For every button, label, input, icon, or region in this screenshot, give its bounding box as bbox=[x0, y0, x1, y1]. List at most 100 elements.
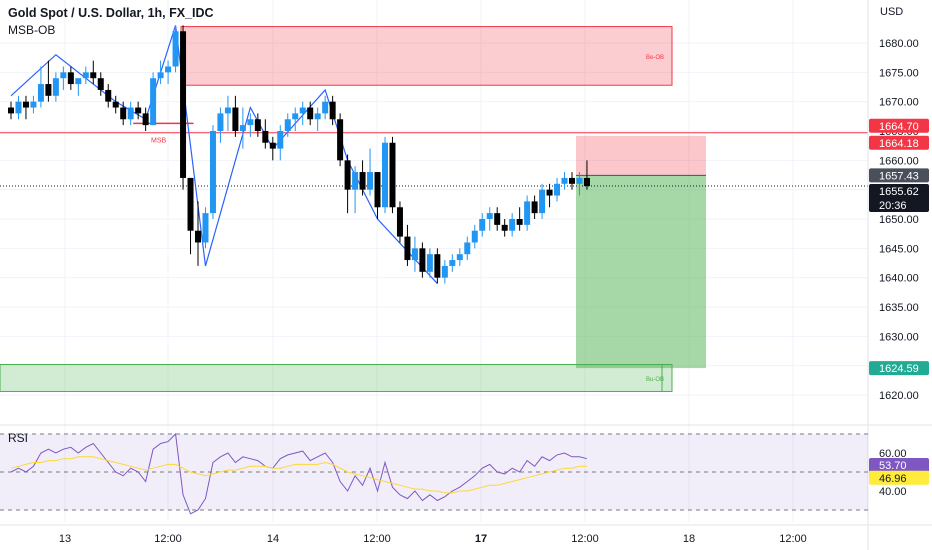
price-tick-label: 1645.00 bbox=[879, 243, 919, 255]
candle[interactable] bbox=[247, 119, 254, 126]
candle[interactable] bbox=[314, 113, 321, 120]
candle[interactable] bbox=[524, 201, 531, 225]
candle[interactable] bbox=[165, 66, 172, 73]
candle[interactable] bbox=[396, 207, 403, 237]
time-tick-label: 12:00 bbox=[779, 533, 807, 545]
candle[interactable] bbox=[202, 213, 209, 243]
time-tick-label: 12:00 bbox=[154, 533, 182, 545]
candle[interactable] bbox=[254, 119, 261, 131]
candle[interactable] bbox=[127, 107, 134, 120]
candle[interactable] bbox=[157, 72, 164, 79]
candle[interactable] bbox=[209, 131, 216, 214]
candle[interactable] bbox=[105, 89, 112, 102]
candle[interactable] bbox=[232, 107, 239, 131]
candle[interactable] bbox=[576, 177, 583, 184]
price-label-badge bbox=[869, 118, 929, 133]
candle[interactable] bbox=[546, 189, 553, 196]
trade-target-zone[interactable] bbox=[576, 175, 706, 369]
candle[interactable] bbox=[142, 113, 149, 126]
candle[interactable] bbox=[67, 72, 74, 85]
candle[interactable] bbox=[37, 84, 44, 102]
candle[interactable] bbox=[531, 201, 538, 214]
candle[interactable] bbox=[569, 177, 575, 184]
candle[interactable] bbox=[217, 113, 224, 131]
rsi-pane-label[interactable]: RSI bbox=[8, 431, 29, 445]
bullish-order-block-zone[interactable] bbox=[0, 363, 673, 392]
candle[interactable] bbox=[329, 101, 336, 120]
candle[interactable] bbox=[187, 177, 194, 231]
candle[interactable] bbox=[554, 183, 561, 196]
trade-stop-zone[interactable] bbox=[576, 135, 706, 176]
candle[interactable] bbox=[441, 265, 448, 278]
candle[interactable] bbox=[404, 236, 411, 261]
candle[interactable] bbox=[359, 172, 366, 190]
candle[interactable] bbox=[419, 248, 426, 272]
rsi-tick-label: 60.00 bbox=[879, 448, 907, 460]
candle[interactable] bbox=[367, 172, 374, 190]
candle[interactable] bbox=[239, 125, 246, 131]
candle[interactable] bbox=[464, 242, 471, 255]
candle[interactable] bbox=[352, 172, 359, 190]
indicator-label[interactable]: MSB-OB bbox=[8, 23, 56, 37]
candle[interactable] bbox=[97, 78, 104, 90]
candle[interactable] bbox=[456, 254, 463, 261]
candle[interactable] bbox=[90, 72, 97, 79]
candle[interactable] bbox=[8, 107, 14, 114]
rsi-line[interactable] bbox=[10, 432, 588, 515]
candle[interactable] bbox=[284, 119, 291, 131]
candle[interactable] bbox=[322, 101, 329, 114]
candle[interactable] bbox=[112, 101, 119, 108]
price-tick-label: 1635.00 bbox=[879, 302, 919, 314]
candle[interactable] bbox=[561, 177, 568, 184]
candle[interactable] bbox=[516, 219, 523, 225]
candle[interactable] bbox=[299, 107, 306, 114]
candle[interactable] bbox=[120, 107, 127, 120]
currency-label: USD bbox=[880, 6, 904, 18]
rsi-value-text: 53.70 bbox=[879, 460, 907, 472]
candle[interactable] bbox=[195, 230, 201, 243]
candle[interactable] bbox=[509, 219, 516, 231]
candle[interactable] bbox=[277, 131, 284, 149]
candle[interactable] bbox=[501, 224, 508, 231]
candle[interactable] bbox=[172, 31, 179, 67]
price-tick-label: 1675.00 bbox=[879, 67, 919, 79]
rsi-signal-line[interactable] bbox=[10, 456, 587, 494]
candle[interactable] bbox=[180, 31, 187, 178]
candle[interactable] bbox=[374, 172, 381, 208]
candle[interactable] bbox=[411, 248, 418, 261]
candle[interactable] bbox=[471, 230, 478, 243]
candle[interactable] bbox=[292, 113, 299, 120]
candle[interactable] bbox=[262, 131, 269, 143]
candle[interactable] bbox=[494, 213, 501, 225]
candle[interactable] bbox=[479, 219, 486, 231]
candle[interactable] bbox=[45, 84, 52, 96]
candle[interactable] bbox=[15, 101, 22, 114]
candle[interactable] bbox=[449, 260, 456, 266]
candle[interactable] bbox=[382, 142, 388, 208]
candle[interactable] bbox=[224, 107, 231, 114]
candle[interactable] bbox=[22, 101, 29, 108]
candle[interactable] bbox=[30, 101, 37, 108]
candle[interactable] bbox=[344, 160, 351, 190]
candle[interactable] bbox=[486, 213, 493, 219]
candle[interactable] bbox=[150, 78, 157, 126]
candle[interactable] bbox=[539, 189, 546, 214]
candle[interactable] bbox=[52, 78, 59, 96]
bearish-order-block-zone[interactable] bbox=[180, 26, 673, 86]
candle[interactable] bbox=[82, 72, 89, 79]
candle[interactable] bbox=[135, 107, 142, 114]
rsi-value-badge bbox=[869, 457, 929, 472]
candle[interactable] bbox=[389, 142, 396, 208]
candle[interactable] bbox=[269, 142, 276, 149]
candle[interactable] bbox=[60, 72, 67, 79]
time-tick-label: 12:00 bbox=[571, 533, 599, 545]
candle[interactable] bbox=[307, 107, 314, 120]
candle[interactable] bbox=[583, 177, 590, 187]
candle[interactable] bbox=[426, 254, 433, 272]
candle[interactable] bbox=[434, 254, 441, 278]
countdown-label: 20:36 bbox=[879, 200, 907, 212]
bearish-ob-label: Be-OB bbox=[646, 55, 664, 61]
candle[interactable] bbox=[75, 78, 82, 85]
candle[interactable] bbox=[337, 119, 344, 161]
